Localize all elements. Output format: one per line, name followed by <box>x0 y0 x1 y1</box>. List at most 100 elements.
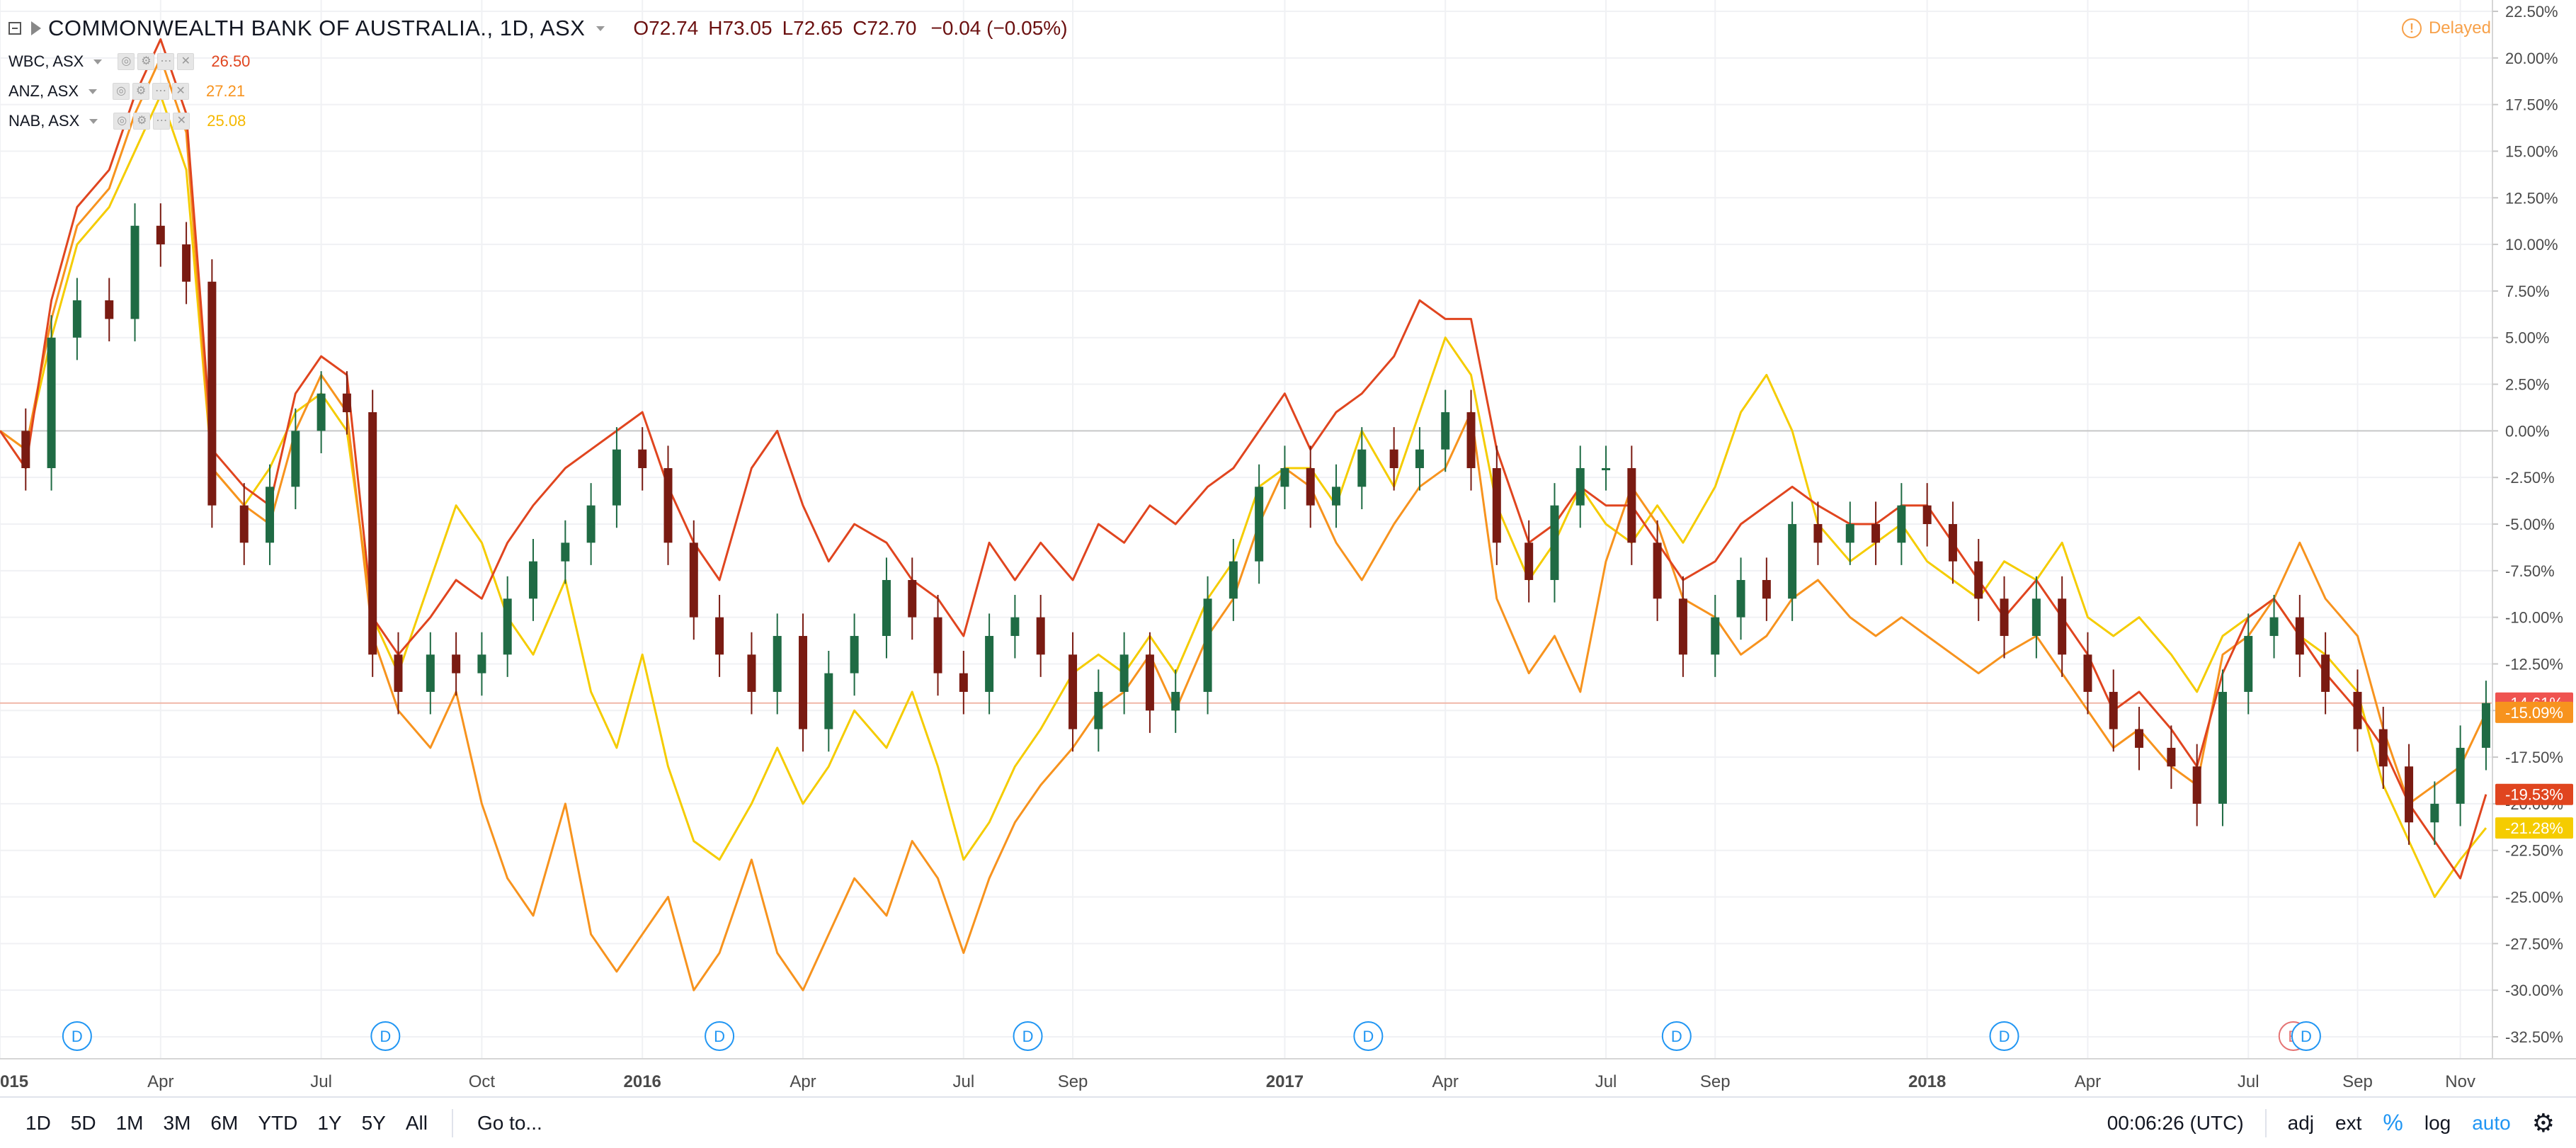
candle-down <box>2192 766 2201 804</box>
settings-icon[interactable]: ⚙ <box>133 113 151 130</box>
close-icon[interactable]: ✕ <box>177 53 195 70</box>
candle-up <box>2456 747 2465 804</box>
candle-down <box>452 654 461 674</box>
compare-row-nab[interactable]: NAB, ASX ◎ ⚙ ⋯ ✕ 25.08 <box>8 112 246 130</box>
settings-icon[interactable]: ⚙ <box>137 53 155 70</box>
ohlc-values: O72.74 H73.05 L72.65 C72.70 <box>633 17 916 40</box>
candle-up <box>1575 468 1585 506</box>
y-tick-label: -17.50% <box>2505 749 2563 766</box>
more-icon[interactable]: ⋯ <box>157 53 175 70</box>
clock[interactable]: 00:06:26 (UTC) <box>2107 1111 2244 1134</box>
candle-up <box>1602 468 1611 471</box>
candle-down <box>638 449 647 469</box>
candle-down <box>715 617 724 655</box>
x-tick-label: Nov <box>2445 1072 2475 1091</box>
range-6m[interactable]: 6M <box>210 1111 239 1134</box>
y-tick-label: 17.50% <box>2505 96 2558 114</box>
percent-toggle[interactable]: % <box>2383 1110 2403 1135</box>
main-legend: COMMONWEALTH BANK OF AUSTRALIA., 1D, ASX… <box>8 16 1068 41</box>
candle-down <box>799 635 808 729</box>
x-tick-label: Oct <box>469 1072 496 1091</box>
candle-down <box>2295 617 2304 655</box>
compare-row-anz[interactable]: ANZ, ASX ◎ ⚙ ⋯ ✕ 27.21 <box>8 82 245 101</box>
x-tick-label: Jul <box>1595 1072 1617 1091</box>
chevron-down-icon[interactable] <box>89 118 98 124</box>
series-layer <box>0 38 2490 991</box>
candle-up <box>1255 487 1264 562</box>
y-tick-label: 7.50% <box>2505 283 2549 300</box>
candle-down <box>1492 468 1501 543</box>
flag-icon[interactable] <box>31 21 41 35</box>
chevron-down-icon[interactable] <box>596 25 605 31</box>
candle-down <box>1871 524 1881 543</box>
more-icon[interactable]: ⋯ <box>153 113 171 130</box>
range-1m[interactable]: 1M <box>115 1111 144 1134</box>
adj-toggle[interactable]: adj <box>2287 1111 2315 1134</box>
range-ytd[interactable]: YTD <box>258 1111 298 1134</box>
compare-buttons: ◎ ⚙ ⋯ ✕ <box>118 53 195 70</box>
price-chart[interactable]: DDDDDDDED 22.50%20.00%17.50%15.00%12.50%… <box>0 0 2576 1096</box>
gear-icon[interactable]: ⚙ <box>2531 1108 2555 1137</box>
candle-down <box>1948 524 1957 562</box>
main-symbol[interactable]: COMMONWEALTH BANK OF AUSTRALIA., 1D, ASX <box>48 16 586 40</box>
collapse-legend-icon[interactable] <box>8 22 21 35</box>
event-marker-label: D <box>2301 1028 2312 1045</box>
candle-down <box>1653 542 1662 599</box>
visibility-icon[interactable]: ◎ <box>113 113 131 130</box>
candle-down <box>1068 654 1078 729</box>
x-tick-label: Sep <box>1058 1072 1088 1091</box>
candle-up <box>850 635 859 674</box>
candle-down <box>1389 449 1398 469</box>
goto-button[interactable]: Go to... <box>477 1111 542 1134</box>
more-icon[interactable]: ⋯ <box>152 83 170 100</box>
candle-up <box>1203 598 1212 692</box>
range-1d[interactable]: 1D <box>25 1111 51 1134</box>
candle-up <box>528 561 537 599</box>
candle-down <box>1678 598 1687 655</box>
range-1y[interactable]: 1Y <box>317 1111 342 1134</box>
x-tick-label: Jul <box>2238 1072 2259 1091</box>
y-tick-label: -10.00% <box>2505 609 2563 627</box>
y-tick-label: -2.50% <box>2505 469 2555 487</box>
time-axis: 015 Apr Jul Oct 2016 Apr Jul Sep 2017 Apr Jul Sep 20… <box>0 1072 2475 1091</box>
ext-toggle[interactable]: ext <box>2335 1111 2362 1134</box>
candle-down <box>2058 598 2067 655</box>
candle-up <box>1415 449 1424 469</box>
compare-symbol[interactable]: WBC, ASX <box>8 52 84 70</box>
auto-toggle[interactable]: auto <box>2472 1111 2511 1134</box>
candle-up <box>1711 617 1720 655</box>
candle-down <box>1813 524 1823 543</box>
candle-down <box>156 225 165 245</box>
close-icon[interactable]: ✕ <box>172 83 190 100</box>
candle-up <box>2269 617 2279 636</box>
settings-icon[interactable]: ⚙ <box>132 83 150 100</box>
range-3m[interactable]: 3M <box>163 1111 191 1134</box>
compare-row-wbc[interactable]: WBC, ASX ◎ ⚙ ⋯ ✕ 26.50 <box>8 52 250 71</box>
delayed-indicator[interactable]: ! Delayed <box>2401 18 2491 38</box>
candle-up <box>1357 449 1367 487</box>
close-icon[interactable]: ✕ <box>173 113 190 130</box>
candle-down <box>2353 691 2362 729</box>
compare-symbol[interactable]: ANZ, ASX <box>8 82 79 100</box>
dividend-event-marker <box>1353 1021 1384 1051</box>
candle-up <box>426 654 435 692</box>
event-marker-label: D <box>1362 1028 1374 1045</box>
candle-up <box>1229 561 1238 599</box>
compare-symbol[interactable]: NAB, ASX <box>8 112 80 130</box>
last-value-text: -19.53% <box>2505 786 2563 804</box>
candle-up <box>2031 598 2041 636</box>
candle-up <box>72 300 81 338</box>
candle-up <box>1332 487 1341 506</box>
chevron-down-icon[interactable] <box>89 89 98 94</box>
range-5d[interactable]: 5D <box>70 1111 96 1134</box>
dividend-event-marker <box>1013 1021 1043 1051</box>
visibility-icon[interactable]: ◎ <box>113 83 130 100</box>
candle-up <box>266 487 275 543</box>
log-toggle[interactable]: log <box>2424 1111 2451 1134</box>
candle-down <box>2109 691 2118 729</box>
chevron-down-icon[interactable] <box>93 59 103 64</box>
visibility-icon[interactable]: ◎ <box>118 53 135 70</box>
range-5y[interactable]: 5Y <box>361 1111 386 1134</box>
candle-up <box>586 505 595 543</box>
range-all[interactable]: All <box>405 1111 428 1134</box>
